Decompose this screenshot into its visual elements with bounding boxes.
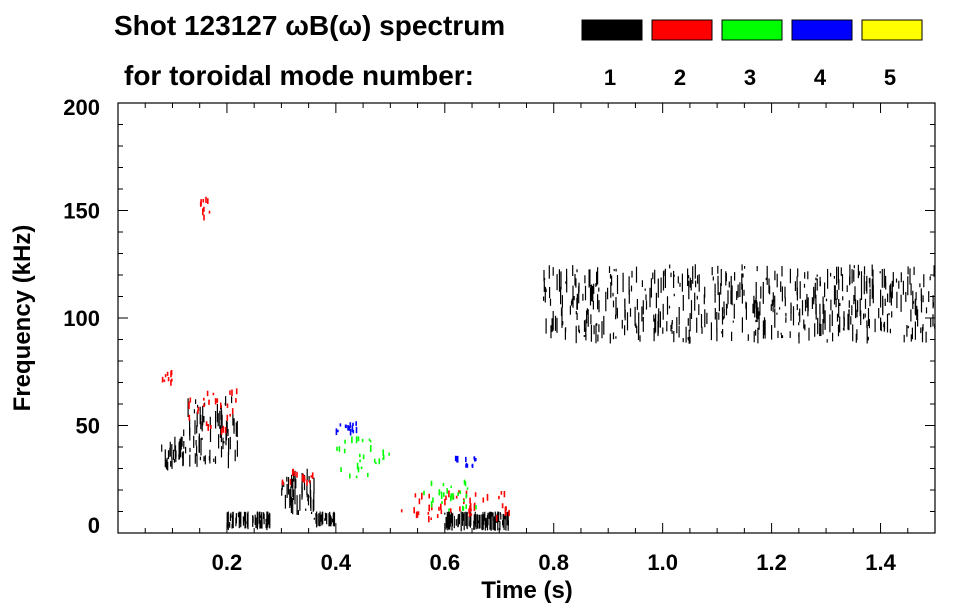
spectral-streaks xyxy=(183,396,238,469)
y-tick-label: 0 xyxy=(88,513,100,538)
spectral-feature-mode-1 xyxy=(313,511,336,528)
chart-title-line1: Shot 123127 ωB(ω) spectrum xyxy=(114,10,505,41)
spectral-feature-mode-2 xyxy=(199,196,211,221)
legend-label-mode-2: 2 xyxy=(674,65,686,90)
legend-swatch-mode-1 xyxy=(581,19,643,41)
legend-swatch-mode-4 xyxy=(791,19,853,41)
spectral-feature-mode-2 xyxy=(281,468,314,486)
spectral-feature-mode-1 xyxy=(543,264,936,344)
spectral-feature-mode-1 xyxy=(226,511,271,531)
spectral-streaks xyxy=(161,370,173,386)
x-tick-label: 1.0 xyxy=(647,550,678,575)
legend: 1 2 3 4 5 xyxy=(581,19,923,90)
plot-data xyxy=(161,196,936,532)
plot-frame xyxy=(117,102,936,534)
legend-label-mode-1: 1 xyxy=(604,65,616,90)
spectral-feature-mode-3 xyxy=(423,479,477,512)
spectral-feature-mode-1 xyxy=(444,511,509,532)
legend-swatch-mode-2 xyxy=(651,19,713,41)
spectral-streaks xyxy=(281,468,315,515)
x-tick-label: 0.6 xyxy=(430,550,461,575)
spectral-streaks xyxy=(335,421,358,436)
spectral-streaks xyxy=(313,511,336,528)
spectral-streaks xyxy=(444,511,509,532)
x-axis-label: Time (s) xyxy=(481,577,573,604)
y-tick-label: 150 xyxy=(63,199,100,224)
y-axis-label: Frequency (kHz) xyxy=(9,225,36,412)
spectral-streaks xyxy=(543,264,936,344)
spectral-feature-mode-2 xyxy=(188,388,238,435)
spectral-streaks xyxy=(199,196,211,221)
spectral-streaks xyxy=(423,479,477,512)
spectral-streaks xyxy=(454,455,477,468)
y-tick-label: 50 xyxy=(76,414,100,439)
spectral-streaks xyxy=(226,511,271,531)
spectral-feature-mode-1 xyxy=(183,396,238,469)
axis-ticks xyxy=(117,102,936,534)
y-tick-labels: 0 50 100 150 200 xyxy=(63,95,100,538)
x-tick-label: 0.2 xyxy=(212,550,243,575)
spectral-streaks xyxy=(188,388,238,435)
legend-swatch-mode-5 xyxy=(861,19,923,41)
legend-swatch-mode-3 xyxy=(721,19,783,41)
spectral-feature-mode-4 xyxy=(335,421,358,436)
spectral-streaks xyxy=(161,436,184,471)
legend-label-mode-4: 4 xyxy=(814,65,827,90)
chart-title-line2: for toroidal mode number: xyxy=(124,60,474,91)
x-tick-label: 0.8 xyxy=(538,550,569,575)
legend-label-mode-3: 3 xyxy=(744,65,756,90)
spectral-feature-mode-3 xyxy=(336,436,390,479)
x-tick-label: 0.4 xyxy=(321,550,352,575)
y-tick-label: 200 xyxy=(63,95,100,120)
y-tick-label: 100 xyxy=(63,306,100,331)
spectral-streaks xyxy=(281,468,314,486)
spectral-feature-mode-4 xyxy=(454,455,477,468)
x-tick-labels: 0.2 0.4 0.6 0.8 1.0 1.2 1.4 xyxy=(212,550,897,575)
x-tick-label: 1.2 xyxy=(756,550,787,575)
spectral-feature-mode-1 xyxy=(281,468,315,515)
spectral-streaks xyxy=(336,436,390,479)
spectral-feature-mode-1 xyxy=(161,436,184,471)
x-tick-label: 1.4 xyxy=(865,550,896,575)
legend-label-mode-5: 5 xyxy=(884,65,896,90)
spectral-feature-mode-2 xyxy=(161,370,173,386)
